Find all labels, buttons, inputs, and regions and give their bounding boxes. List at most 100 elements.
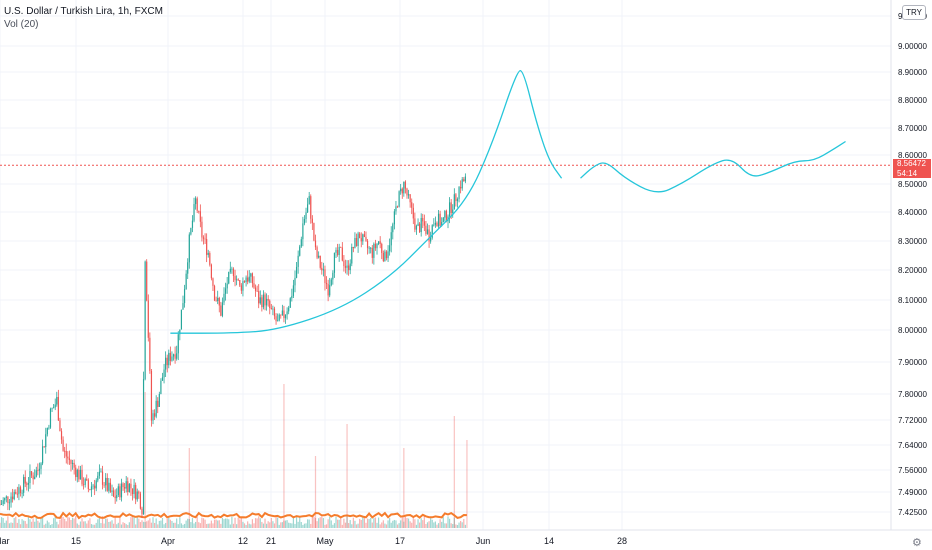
candle-body [210,264,212,279]
candle-body [305,212,307,220]
volume-bar [400,520,402,528]
candle-body [272,308,274,310]
volume-bar [71,517,74,528]
candle-body [425,225,427,234]
volume-bar [420,518,422,528]
volume-bar [412,516,414,528]
volume-bar [354,520,356,528]
candle-body [419,223,421,233]
candle-body [385,251,388,259]
candle-body [193,204,195,221]
candle-body [206,239,208,255]
volume-bar [395,520,397,528]
volume-bar [201,517,203,528]
volume-bar [2,517,4,528]
volume-spike [283,384,285,528]
volume-bar [54,516,56,528]
volume-bar [125,524,127,528]
volume-bar [98,516,100,528]
candle-body [316,247,318,258]
price-axis[interactable]: 9.100009.000008.900008.800008.700008.600… [898,12,927,517]
volume-bar [254,518,257,528]
trend-drawings[interactable] [170,70,846,334]
volume-bar [243,523,246,528]
volume-spike [403,448,405,528]
volume-spike [314,456,317,528]
volume-bar [12,522,14,528]
volume-bar [112,523,115,528]
candle-body [67,456,69,459]
volume-bar [251,519,253,528]
candle-body [406,188,408,196]
candle-body [198,210,200,212]
volume-bar [280,522,282,528]
candle-body [400,188,402,192]
candle-body [259,297,261,304]
volume-bar [368,519,370,528]
volume-bar [136,516,138,528]
volume-bar [21,519,23,528]
candle-body [41,446,44,464]
volume-bar [237,517,239,528]
volume-bar [452,524,454,528]
volume-bar [289,523,291,528]
time-axis[interactable]: Mar 15 Apr 12 21 May 17 Jun 14 28 [0,536,627,546]
volume-bar [308,519,310,528]
volume-legend[interactable]: Vol (20) [4,19,39,30]
candle-body [247,277,249,282]
volume-bar [448,518,451,528]
candle-body [327,284,329,296]
volume-bar [0,522,1,528]
volume-bar [291,523,293,528]
candle-body [60,431,63,440]
volume-bar [155,518,157,528]
candle-body [292,285,295,296]
candle-body [278,314,280,321]
currency-button[interactable]: TRY [902,5,926,20]
volume-bar [59,519,61,528]
volume-bar [213,519,216,528]
volume-bar [242,521,244,528]
symbol-legend[interactable]: U.S. Dollar / Turkish Lira, 1h, FXCM [4,6,163,17]
volume-bar [460,520,462,528]
x-tick-label: May [316,536,334,546]
candle-body [196,198,198,211]
volume-bar [272,521,274,528]
volume-bar [393,519,395,528]
gear-icon[interactable]: ⚙ [912,537,922,549]
volume-bar [144,522,146,528]
candle-body [141,508,143,515]
volume-bar [382,520,384,528]
candle-body [2,500,4,504]
volume-bar [179,517,181,528]
volume-bar [185,520,187,528]
volume-bar [441,521,443,528]
volume-bar [343,518,345,528]
volume-bar [348,523,350,528]
candle-body [330,279,332,286]
candle-body [128,483,130,492]
candle-body [264,294,266,306]
volume-bar [267,521,269,528]
candle-body [131,488,134,495]
volume-bar [281,522,283,528]
candle-body [16,493,18,495]
candle-body [362,234,364,242]
volume-bar [94,524,96,528]
volume-bar [117,522,119,528]
current-price-value: 8.56472 [897,159,926,168]
candle-body [370,247,372,249]
candle-body [138,491,140,494]
volume-bar [355,524,358,528]
candle-body [262,294,265,308]
candle-body [415,225,418,230]
candle-body [21,492,23,494]
candle-body [215,300,217,302]
candle-body [393,211,395,225]
volume-bar [220,523,222,528]
candle-body [78,469,80,480]
volume-bar [422,520,424,528]
y-tick-label: 8.70000 [898,124,927,133]
volume-bar [18,519,20,528]
